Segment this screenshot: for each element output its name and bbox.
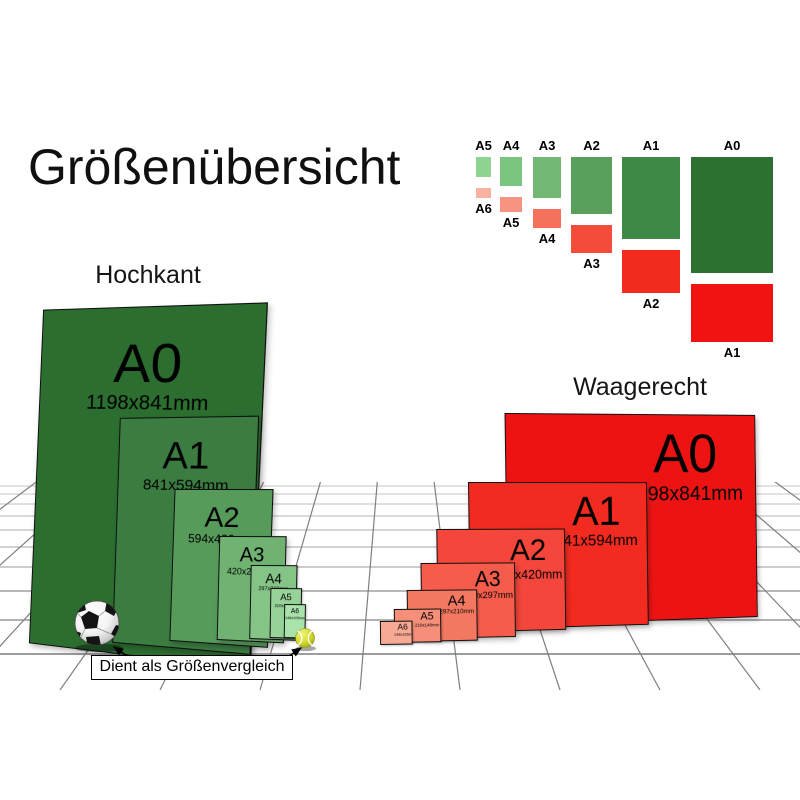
panel-dimensions: 148x105mm	[393, 631, 413, 637]
legend-red-swatch	[476, 188, 491, 198]
panel-label: A6	[397, 621, 408, 632]
heading-portrait: Hochkant	[95, 261, 201, 289]
caption-box: Dient als Größenvergleich	[91, 655, 293, 680]
panel-label: A2	[204, 501, 241, 534]
legend-red-swatch	[533, 209, 561, 228]
panel-label: A6	[290, 607, 300, 615]
legend-bottom-label: A2	[642, 296, 660, 311]
panel-dimensions: 1198x841mm	[85, 392, 209, 416]
legend-bottom-label: A1	[723, 345, 741, 360]
legend-bottom-label: A4	[538, 231, 556, 246]
panel-label: A5	[420, 610, 434, 623]
legend-green-swatch	[622, 157, 680, 239]
legend-column-a4: A4 A5	[500, 138, 522, 230]
panel-label: A1	[162, 433, 211, 477]
panel-label: A4	[447, 591, 466, 609]
legend-green-swatch	[476, 157, 491, 177]
panel-label: A0	[652, 422, 718, 485]
legend-red-swatch	[571, 225, 612, 253]
legend-top-label: A0	[723, 138, 741, 153]
legend-green-swatch	[500, 157, 522, 186]
panel-label: A1	[571, 488, 621, 535]
panel-label: A3	[239, 544, 265, 567]
panel-dimensions: 210x148mm	[414, 622, 440, 628]
panel-landscape-a6: A6 148x105mm	[379, 620, 413, 645]
legend-column-a0: A0 A1	[691, 138, 773, 360]
panel-dimensions: 148x105mm	[284, 615, 306, 621]
legend-red-swatch	[691, 284, 773, 342]
panel-portrait-a6: A6 148x105mm	[283, 604, 306, 639]
heading-landscape: Waagerecht	[573, 373, 707, 401]
legend-bottom-label: A5	[502, 215, 520, 230]
panel-label: A4	[265, 570, 283, 587]
legend-top-label: A4	[502, 138, 520, 153]
page-title: Größenübersicht	[28, 139, 401, 195]
legend-top-label: A2	[583, 138, 600, 153]
legend-column-a2: A2 A3	[571, 138, 612, 271]
legend-column-a3: A3 A4	[533, 138, 561, 246]
legend-bottom-label: A6	[475, 201, 492, 216]
legend-green-swatch	[533, 157, 561, 198]
legend-top-label: A3	[538, 138, 556, 153]
legend-green-swatch	[691, 157, 773, 273]
panel-dimensions: 297x210mm	[439, 608, 475, 616]
caption-text: Dient als Größenvergleich	[99, 658, 285, 675]
panel-label: A3	[474, 566, 501, 592]
legend-column-a5: A5 A6	[475, 138, 492, 216]
legend-bottom-label: A3	[583, 256, 600, 271]
panel-label: A0	[112, 332, 184, 395]
legend-red-swatch	[500, 197, 522, 212]
legend-green-swatch	[571, 157, 612, 214]
legend-red-swatch	[622, 250, 680, 293]
legend-top-label: A5	[475, 138, 492, 153]
legend-top-label: A1	[642, 138, 660, 153]
legend-column-a1: A1 A2	[622, 138, 680, 311]
panel-label: A5	[280, 591, 292, 604]
